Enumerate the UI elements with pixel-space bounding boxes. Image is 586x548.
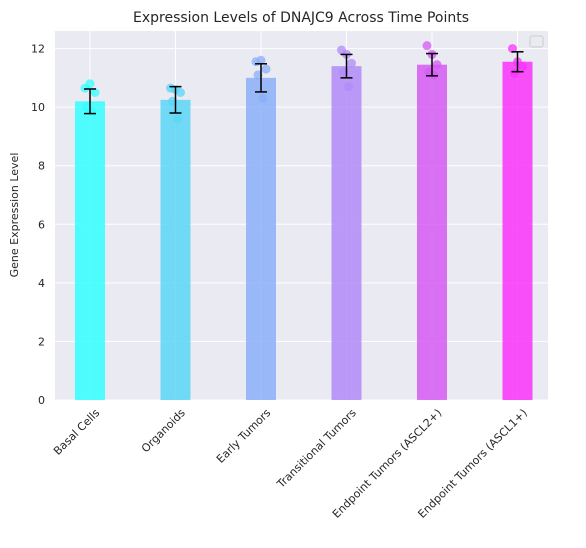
y-tick-label: 6 xyxy=(38,218,45,231)
x-tick-label: Basal Cells xyxy=(51,406,103,458)
bar xyxy=(246,77,276,400)
data-point xyxy=(347,58,356,68)
x-tick-labels: Basal Cells Organoids Early Tumors Transiti… xyxy=(51,406,530,521)
data-point xyxy=(432,60,442,70)
x-tick-label: Organoids xyxy=(139,406,188,455)
bar xyxy=(75,101,105,401)
data-point xyxy=(85,79,95,89)
bar xyxy=(502,61,533,400)
data-point xyxy=(176,88,185,97)
y-axis-title: Gene Expression Level xyxy=(8,153,21,278)
legend-box xyxy=(529,35,544,48)
data-point xyxy=(508,44,517,54)
plot-background xyxy=(55,31,548,400)
y-tick-label: 4 xyxy=(38,277,45,290)
bar xyxy=(160,99,191,401)
error-layer xyxy=(84,51,524,115)
y-tick-label: 8 xyxy=(38,160,45,173)
data-point xyxy=(87,107,97,117)
data-point xyxy=(261,64,271,74)
data-point xyxy=(173,114,182,124)
bar xyxy=(331,66,362,401)
data-point xyxy=(429,70,439,80)
data-point xyxy=(422,41,432,51)
data-point xyxy=(344,82,353,92)
bar-layer xyxy=(75,61,533,401)
y-tick-labels: 0 2 4 6 8 10 12 xyxy=(31,43,45,407)
data-point xyxy=(90,88,100,97)
y-tick-label: 12 xyxy=(31,43,45,56)
data-point xyxy=(256,55,266,65)
data-point xyxy=(518,61,527,71)
x-tick-label: Early Tumors xyxy=(214,406,274,466)
x-tick-label: Transitional Tumors xyxy=(274,406,359,491)
data-point xyxy=(258,93,268,103)
y-tick-label: 2 xyxy=(38,335,45,348)
chart-title: Expression Levels of DNAJC9 Across Time … xyxy=(133,10,469,26)
y-tick-label: 0 xyxy=(38,394,45,407)
y-tick-label: 10 xyxy=(31,101,45,114)
bar xyxy=(417,64,447,400)
